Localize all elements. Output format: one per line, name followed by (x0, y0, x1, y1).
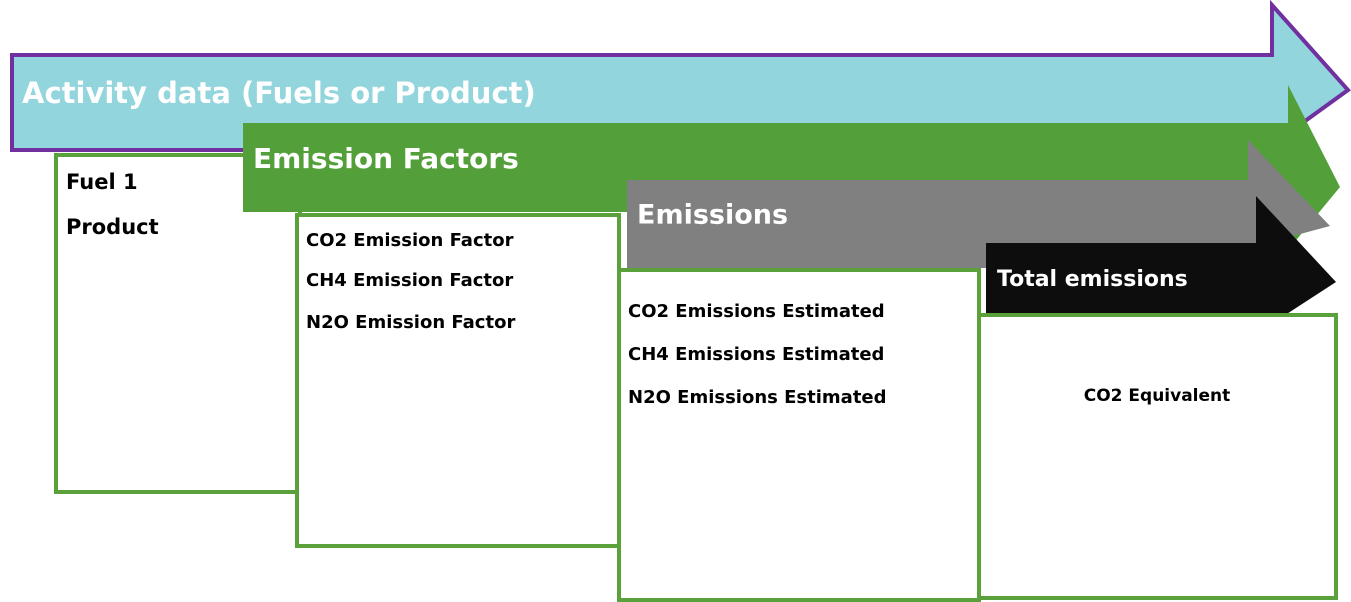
stage-box (977, 313, 1338, 600)
stage-title: Emission Factors (253, 142, 519, 175)
stage-item: CH4 Emission Factor (306, 270, 513, 291)
stage-item: CO2 Emissions Estimated (628, 301, 885, 322)
stage-item: N2O Emission Factor (306, 312, 515, 333)
stage-item: N2O Emissions Estimated (628, 387, 887, 408)
stage-item: Fuel 1 (66, 170, 138, 194)
stage-item: Product (66, 215, 159, 239)
stage-title: Total emissions (997, 267, 1188, 292)
stage-item: CO2 Emission Factor (306, 230, 514, 251)
arrow (627, 140, 1330, 268)
stage-title: Activity data (Fuels or Product) (22, 76, 536, 110)
arrow (10, 0, 1351, 152)
arrow (986, 196, 1336, 334)
stage-item: CO2 Equivalent (1084, 386, 1231, 406)
stage-item: CH4 Emissions Estimated (628, 344, 884, 365)
stage-title: Emissions (637, 200, 788, 231)
stage-box (295, 213, 621, 548)
